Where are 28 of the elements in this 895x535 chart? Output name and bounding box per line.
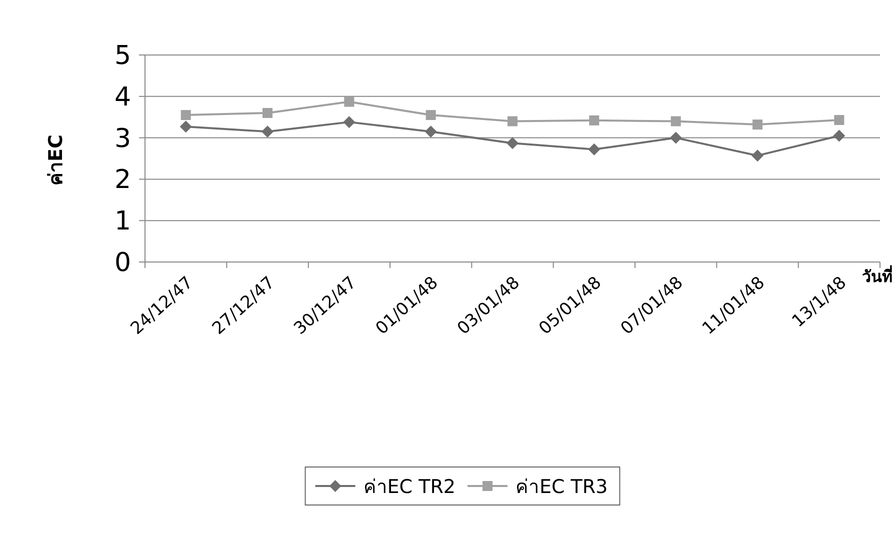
point: [670, 132, 682, 144]
point: [508, 116, 518, 126]
point: [344, 96, 354, 107]
legend-label: ค่าEC TR2: [363, 476, 456, 498]
point: [752, 150, 764, 162]
y-tick-label: 1: [114, 206, 131, 237]
point: [752, 120, 762, 130]
y-tick-label: 3: [114, 124, 131, 154]
point: [426, 110, 436, 120]
point: [262, 108, 272, 118]
point: [180, 110, 191, 120]
point: [262, 126, 274, 138]
x-axis-title: วันที่: [862, 265, 893, 286]
y-tick-label: 2: [114, 165, 131, 196]
point: [424, 126, 437, 138]
legend-label: ค่าEC TR3: [516, 476, 608, 498]
point: [506, 137, 518, 150]
y-tick-label: 0: [114, 248, 131, 278]
point: [833, 130, 846, 142]
y-tick-label: 5: [114, 41, 131, 71]
y-tick-label: 4: [114, 82, 131, 112]
point: [180, 120, 192, 133]
point: [588, 143, 600, 156]
point: [589, 115, 600, 126]
point: [670, 116, 681, 126]
point: [343, 116, 356, 128]
y-axis-title: ค่าEC: [45, 134, 67, 186]
point: [834, 115, 844, 125]
